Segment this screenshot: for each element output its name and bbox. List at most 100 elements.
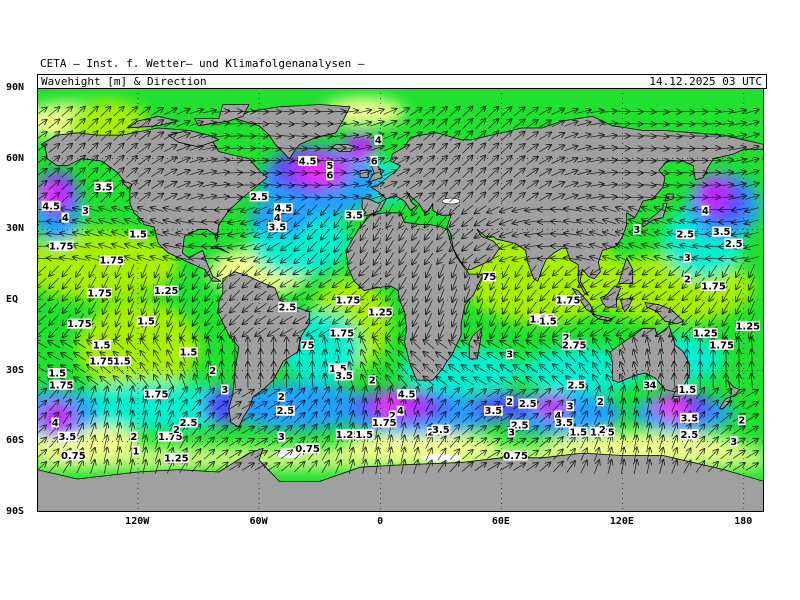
wave-height-label: 2: [596, 396, 605, 408]
wave-height-label: 2: [277, 391, 286, 403]
wave-height-value: 4: [702, 206, 709, 217]
wave-height-label: 75: [301, 339, 315, 351]
wave-height-label: 4.5: [274, 203, 293, 215]
variable-label: Wavehight [m] & Direction: [41, 75, 207, 88]
wave-height-label: 4: [374, 134, 383, 146]
wave-height-value: 4: [62, 213, 69, 224]
wave-height-label: 1.75: [87, 287, 112, 299]
wave-height-value: 3.5: [713, 227, 731, 238]
wave-height-value: 1.5: [539, 317, 557, 328]
wave-height-value: 1.25: [154, 286, 179, 297]
wave-height-value: 1.5: [355, 430, 373, 441]
wave-height-label: 1.5: [47, 368, 67, 380]
wave-height-label: 2.5: [518, 398, 538, 410]
wave-height-label: 2.5: [510, 419, 529, 431]
wave-height-value: 2: [209, 366, 216, 377]
wave-height-value: 2: [278, 392, 285, 403]
wave-height-value: 6: [371, 157, 378, 168]
wave-height-value: 3.5: [268, 223, 286, 234]
wave-height-value: 2: [563, 333, 570, 344]
wave-height-label: 3: [277, 431, 286, 443]
wave-height-value: 2: [506, 397, 513, 408]
wave-height-value: 0.75: [61, 451, 86, 462]
wave-height-value: 1.25: [693, 329, 718, 340]
wave-height-value: 3: [278, 432, 285, 443]
wave-height-label: 1.75: [158, 431, 183, 443]
wave-height-label: 1.75: [49, 379, 74, 391]
wave-height-value: 1.5: [137, 317, 155, 328]
wave-height-label: 1.5: [328, 363, 348, 375]
wave-height-label: 2.5: [278, 302, 297, 314]
wave-height-value: 3.5: [345, 211, 363, 222]
wave-height-label: 3: [643, 379, 651, 391]
wave-height-value: 2: [389, 411, 396, 422]
wave-height-value: 3.5: [485, 406, 503, 417]
wave-height-label: 2.5: [675, 229, 695, 241]
wave-height-value: 2: [130, 432, 137, 443]
wave-height-map: 44.5 5664.543.53.52.53.54.5431.751.51.751…: [37, 88, 764, 512]
lat-tick-label: 90N: [6, 82, 25, 93]
wave-height-label: 3.5: [554, 417, 574, 429]
wave-height-label: 3.5: [712, 226, 731, 238]
wave-height-value: 3.5: [95, 182, 113, 193]
wave-height-label: 1.75: [49, 240, 74, 252]
wave-height-value: 2.5: [676, 230, 694, 241]
wave-height-label: 1.75: [67, 318, 92, 330]
wave-height-label: 2: [130, 431, 138, 443]
wave-height-label: 0.75: [503, 450, 528, 462]
wave-height-label: 1.75: [330, 328, 354, 340]
wave-height-label: 2: [738, 415, 746, 427]
wave-height-value: 3: [221, 385, 228, 396]
wave-height-value: 3.5: [432, 425, 450, 436]
lon-tick-label: 120W: [125, 516, 150, 527]
wave-height-label: 3.5: [431, 424, 451, 436]
wave-height-value: 4: [274, 213, 281, 224]
map-title: CETA — Inst. f. Wetter— und Klimafolgena…: [40, 57, 365, 70]
wave-height-value: 2.5: [680, 430, 698, 441]
wave-height-value: 1.5: [329, 364, 347, 375]
wave-height-label: 2: [172, 424, 181, 436]
wave-height-value: 1.75: [336, 296, 361, 307]
wave-height-label: 4: [273, 212, 282, 224]
wave-height-value: 1.25: [368, 307, 393, 318]
wave-height-label: 1.25: [735, 320, 760, 332]
wave-height-value: 2.5: [279, 303, 297, 314]
wave-height-value: 0.75: [295, 444, 320, 455]
wave-height-label: 2: [208, 365, 217, 377]
wave-height-value: 1.5: [180, 347, 198, 358]
wave-height-label: 1.75: [556, 295, 580, 307]
wave-height-label: 3.5: [344, 210, 364, 222]
wave-height-label: 1.5: [128, 229, 148, 241]
wave-height-value: 3: [506, 350, 513, 361]
wave-height-label: 0.75: [295, 443, 320, 455]
wave-height-value: 1.25: [735, 321, 760, 332]
wave-height-value: 1.75: [372, 418, 397, 429]
wave-height-label: 2.5: [276, 405, 295, 417]
wave-height-label: 3: [633, 224, 641, 236]
wave-height-label: 3: [566, 401, 574, 413]
wave-height-label: 1.5: [677, 384, 697, 396]
wave-height-label: 2: [368, 375, 376, 387]
wave-height-value: 2: [597, 397, 604, 408]
wave-height-value: 2: [173, 425, 180, 436]
wave-height-label: 1.25: [368, 306, 393, 318]
wave-height-label: 2: [562, 332, 570, 344]
wave-height-label: 2.5: [724, 238, 744, 250]
wave-height-label: 1.5: [92, 339, 111, 351]
wave-height-value: 1.5: [678, 385, 696, 396]
wave-height-value: 1.75: [49, 380, 74, 391]
wave-height-label: 1.5: [112, 356, 132, 368]
wave-height-label: 1: [132, 445, 140, 457]
wave-height-value: 3.5: [335, 371, 353, 382]
wave-height-value: 0.75: [503, 451, 528, 462]
wave-height-label: 1.75: [89, 356, 114, 368]
wave-height-value: 3: [730, 437, 737, 448]
wave-height-label: 3: [81, 205, 90, 217]
wave-height-label: 6: [370, 156, 378, 168]
wave-height-label: 6: [326, 170, 334, 182]
lon-tick-label: 60E: [491, 516, 510, 527]
wave-height-value: 1.5: [569, 427, 587, 438]
wave-height-value: 3.5: [58, 432, 76, 443]
wave-height-value: 2.5: [567, 380, 585, 391]
wave-height-label: 1.5: [568, 426, 588, 438]
